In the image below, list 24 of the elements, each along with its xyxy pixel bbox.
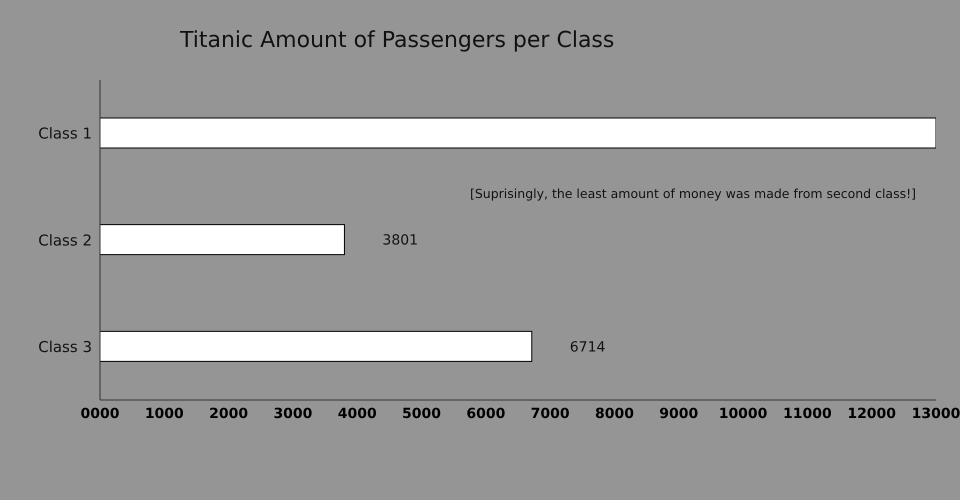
x-tick-label: 4000: [338, 406, 377, 422]
data-label: 6714: [570, 339, 606, 356]
x-tick-label: 8000: [594, 406, 634, 422]
x-tick-label: 12000: [847, 406, 896, 422]
x-tick-label: 10000: [718, 406, 768, 422]
y-tick-label: Class 2: [38, 231, 92, 250]
x-tick-label: 2000: [209, 406, 248, 422]
data-label: 3801: [382, 232, 418, 249]
bar: [100, 118, 936, 148]
x-tick-label: 13000: [912, 406, 960, 422]
x-tick-label: 7000: [530, 406, 570, 422]
x-tick-label: 6000: [466, 406, 506, 422]
x-tick-label: 5000: [402, 406, 442, 422]
x-tick-label: 1000: [144, 406, 184, 422]
x-tick-label: 9000: [659, 406, 699, 422]
y-tick-label: Class 1: [38, 124, 92, 143]
x-tick-label: 3000: [273, 406, 313, 422]
chart-title: Titanic Amount of Passengers per Class: [180, 28, 614, 53]
x-tick-label: 11000: [783, 406, 832, 422]
bar: [100, 224, 345, 256]
bar: [100, 330, 532, 362]
x-tick-label: 0000: [80, 406, 120, 422]
annotation: [Suprisingly, the least amount of money was made from second class!]: [470, 186, 916, 201]
y-tick-label: Class 3: [38, 338, 92, 356]
